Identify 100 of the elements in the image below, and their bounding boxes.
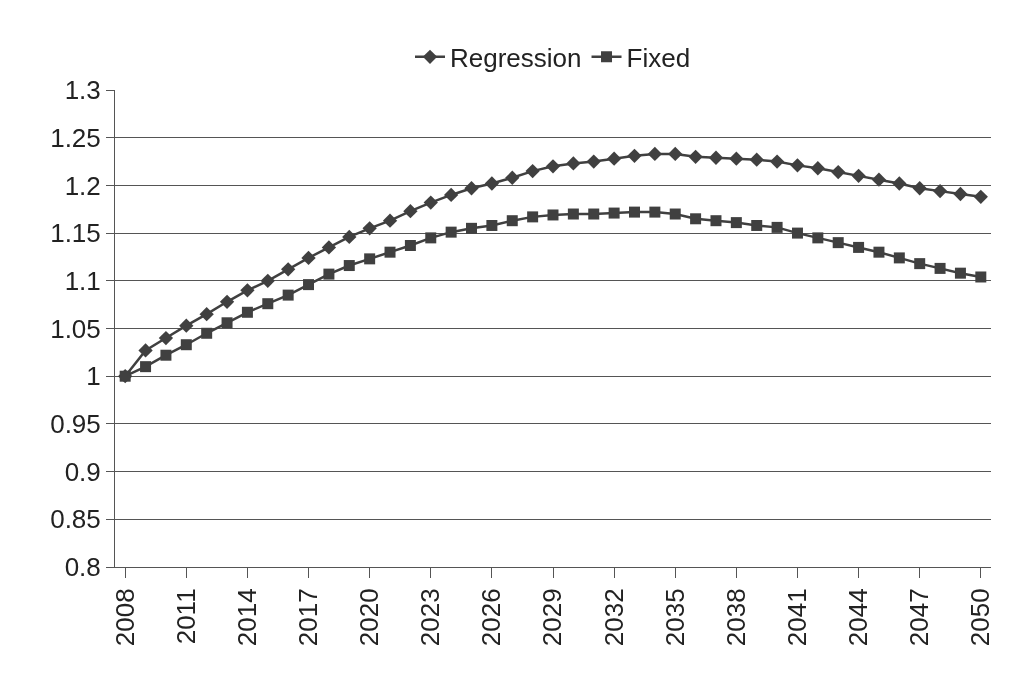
point xyxy=(851,168,866,184)
x-tick-label: 2008 xyxy=(109,588,140,647)
point xyxy=(688,149,703,164)
point xyxy=(545,159,561,174)
x-tick-label: 2011 xyxy=(170,588,201,645)
point xyxy=(730,217,742,229)
point xyxy=(973,189,988,204)
point xyxy=(892,176,907,191)
x-tick-label: 2044 xyxy=(843,588,874,647)
point xyxy=(832,237,844,249)
point xyxy=(812,232,824,244)
point xyxy=(567,208,579,220)
point xyxy=(769,154,785,169)
point xyxy=(975,271,987,283)
x-tick-label: 2038 xyxy=(720,588,751,647)
point xyxy=(342,229,357,245)
point xyxy=(914,258,926,270)
x-tick-label: 2035 xyxy=(659,588,690,647)
y-tick-label: 0.95 xyxy=(50,409,101,439)
point xyxy=(566,156,581,171)
point xyxy=(932,183,948,199)
point xyxy=(160,349,172,361)
x-tick-label: 2029 xyxy=(537,588,568,647)
point xyxy=(240,283,255,298)
point xyxy=(404,240,416,251)
x-tick-label: 2014 xyxy=(231,588,262,647)
point xyxy=(873,246,885,258)
point xyxy=(871,172,887,187)
point xyxy=(771,221,783,233)
x-tick-label: 2020 xyxy=(354,588,385,647)
x-tick-label: 2023 xyxy=(415,588,446,647)
x-tick-label: 2047 xyxy=(904,588,935,647)
point xyxy=(954,267,966,279)
y-tick-label: 1.05 xyxy=(50,313,101,344)
point xyxy=(443,187,459,203)
point xyxy=(608,207,620,219)
point xyxy=(628,206,640,218)
point xyxy=(384,246,396,258)
point xyxy=(362,221,377,236)
point xyxy=(831,164,846,180)
point xyxy=(221,317,233,329)
legend-label: Fixed xyxy=(626,43,691,73)
point xyxy=(282,289,294,301)
point xyxy=(934,262,946,274)
point xyxy=(751,219,763,231)
point xyxy=(464,181,479,196)
point xyxy=(382,213,398,228)
point xyxy=(627,148,642,163)
point xyxy=(669,208,681,220)
point xyxy=(710,215,722,227)
point xyxy=(953,186,968,202)
point xyxy=(301,250,316,266)
point xyxy=(425,232,437,244)
point xyxy=(262,298,274,310)
point xyxy=(423,195,438,210)
y-tick-label: 0.85 xyxy=(50,504,101,535)
y-tick-label: 0.8 xyxy=(64,552,101,583)
point xyxy=(791,227,803,239)
point xyxy=(606,151,622,166)
point xyxy=(321,240,337,255)
point xyxy=(140,361,152,373)
y-tick-label: 0.9 xyxy=(64,456,101,487)
point xyxy=(281,262,296,277)
point xyxy=(912,181,927,196)
x-tick-label: 2026 xyxy=(476,588,507,647)
point xyxy=(403,204,418,219)
point xyxy=(138,343,153,358)
point xyxy=(199,307,214,322)
y-tick-label: 1 xyxy=(86,361,101,392)
point xyxy=(260,273,275,288)
point xyxy=(445,226,457,238)
point xyxy=(303,279,315,291)
y-tick-label: 1.2 xyxy=(64,170,101,201)
point xyxy=(588,208,600,220)
point xyxy=(668,146,683,162)
y-tick-label: 1.25 xyxy=(50,122,101,153)
y-tick-label: 1.3 xyxy=(64,75,101,106)
point xyxy=(179,318,194,333)
point xyxy=(853,241,865,253)
point xyxy=(810,161,825,176)
x-tick-label: 2050 xyxy=(965,588,996,647)
x-tick-label: 2017 xyxy=(292,588,323,647)
point xyxy=(219,294,235,309)
point xyxy=(649,206,661,218)
point xyxy=(708,150,724,165)
point xyxy=(729,151,744,166)
point xyxy=(343,260,355,272)
x-tick-label: 2041 xyxy=(781,588,812,647)
point xyxy=(547,209,559,221)
point xyxy=(466,222,478,234)
point xyxy=(690,213,702,225)
point xyxy=(893,252,905,264)
point xyxy=(241,306,253,318)
point xyxy=(505,170,520,185)
point xyxy=(525,163,540,179)
y-tick-label: 1.1 xyxy=(64,265,101,296)
legend-label: Regression xyxy=(450,43,582,73)
point xyxy=(749,152,764,167)
point xyxy=(323,268,335,280)
point xyxy=(486,219,498,231)
